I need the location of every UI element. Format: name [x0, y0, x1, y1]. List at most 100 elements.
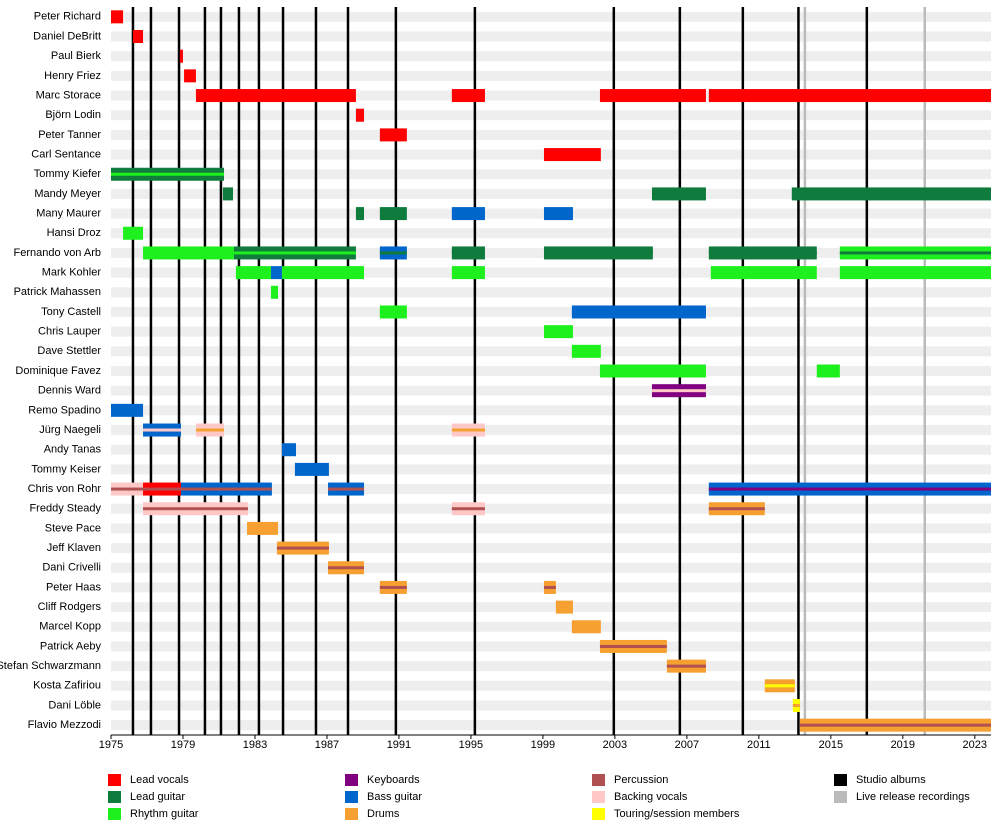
role-stripe: [764, 684, 795, 688]
role-stripe: [543, 585, 556, 589]
legend-swatch: [345, 791, 358, 803]
role-bar: [222, 187, 234, 201]
role-bar: [571, 620, 601, 634]
legend-label: Lead vocals: [130, 774, 189, 786]
row-band: [111, 129, 991, 140]
row-band: [111, 366, 991, 376]
role-bar: [111, 10, 124, 24]
member-name: Henry Friez: [44, 70, 101, 82]
role-stripe: [143, 428, 182, 432]
role-stripe: [379, 585, 407, 589]
member-name: Cliff Rodgers: [38, 601, 102, 613]
role-stripe: [799, 723, 991, 727]
member-name: Dave Stettler: [37, 345, 101, 357]
member-name: Chris Lauper: [38, 326, 101, 338]
member-name: Daniel DeBritt: [33, 30, 101, 42]
role-stripe: [328, 487, 365, 491]
member-name: Dani Crivelli: [42, 562, 101, 574]
role-stripe: [379, 310, 407, 314]
legend-swatch: [592, 774, 605, 786]
role-bar: [599, 364, 706, 378]
x-tick-label: 1999: [531, 739, 555, 751]
legend-label: Bass guitar: [367, 791, 422, 803]
legend-swatch: [345, 774, 358, 786]
row-band: [111, 110, 991, 121]
row-band: [111, 641, 991, 652]
row-band: [111, 31, 991, 42]
row-band: [111, 602, 991, 613]
role-stripe: [708, 487, 991, 491]
legend-label: Touring/session members: [614, 808, 740, 820]
x-tick-label: 1983: [243, 739, 267, 751]
role-stripe: [571, 310, 706, 314]
role-stripe: [195, 428, 225, 432]
role-bar: [651, 187, 706, 201]
member-name: Mark Kohler: [42, 267, 102, 279]
row-band: [111, 425, 991, 436]
legend-label: Live release recordings: [856, 791, 970, 803]
member-name: Steve Pace: [45, 522, 101, 534]
legend-swatch: [592, 791, 605, 803]
member-name: Peter Richard: [34, 11, 101, 23]
role-stripe: [111, 487, 144, 491]
row-band: [111, 621, 991, 632]
row-band: [111, 543, 991, 554]
legend-swatch: [345, 808, 358, 820]
x-tick-label: 2011: [747, 739, 771, 751]
row-band: [111, 267, 991, 278]
member-name: Marc Storace: [36, 89, 101, 101]
role-bar: [294, 462, 329, 476]
role-bar: [270, 285, 279, 299]
x-tick-label: 2003: [603, 739, 627, 751]
member-name: Björn Lodin: [45, 109, 101, 121]
role-bar: [839, 266, 991, 280]
row-band: [111, 405, 991, 416]
role-bar: [132, 30, 144, 44]
row-band: [111, 562, 991, 573]
role-stripe: [599, 644, 667, 648]
role-bar: [184, 69, 196, 83]
member-name: Dani Löble: [48, 699, 101, 711]
row-band: [111, 228, 991, 239]
role-stripe: [543, 251, 653, 255]
x-tick-label: 1987: [315, 739, 339, 751]
member-name: Fernando von Arb: [14, 247, 101, 259]
member-name: Remo Spadino: [28, 404, 101, 416]
role-bar: [235, 266, 271, 280]
legend-swatch: [834, 774, 847, 786]
row-band: [111, 11, 991, 22]
member-name: Jeff Klaven: [47, 542, 101, 554]
role-stripe: [143, 487, 182, 491]
x-tick-label: 2023: [963, 739, 987, 751]
role-bar: [599, 89, 706, 103]
legend-label: Studio albums: [856, 774, 926, 786]
row-band: [111, 287, 991, 298]
row-band: [111, 188, 991, 199]
role-bar: [379, 128, 407, 142]
row-band: [111, 346, 991, 357]
member-name: Paul Bierk: [51, 50, 102, 62]
role-stripe: [708, 251, 817, 255]
row-band: [111, 680, 991, 691]
x-tick-label: 2015: [819, 739, 843, 751]
role-bar: [451, 266, 485, 280]
row-band: [111, 464, 991, 475]
role-bar: [195, 89, 356, 103]
member-name: Flavio Mezzodi: [28, 719, 101, 731]
role-bar: [791, 187, 991, 201]
member-name: Dennis Ward: [38, 385, 101, 397]
member-name: Tony Castell: [41, 306, 101, 318]
role-bar: [355, 207, 365, 221]
x-tick-label: 2007: [675, 739, 699, 751]
role-stripe: [451, 428, 485, 432]
role-bar: [543, 207, 573, 221]
role-stripe: [143, 251, 234, 255]
legend-swatch: [592, 808, 605, 820]
member-name: Marcel Kopp: [39, 621, 101, 633]
legend-swatch: [834, 791, 847, 803]
role-stripe: [379, 251, 407, 255]
x-tick-label: 2019: [891, 739, 915, 751]
member-name: Peter Haas: [46, 581, 102, 593]
